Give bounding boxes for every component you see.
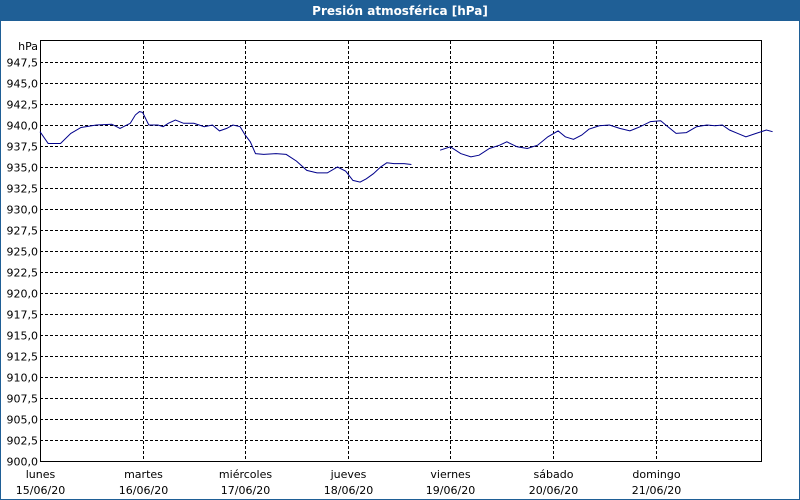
y-tick-label: 922,5: [7, 267, 39, 280]
y-tick-label: 932,5: [7, 183, 39, 196]
x-tick-date: 19/06/20: [426, 484, 475, 497]
x-tick-date: 15/06/20: [16, 484, 65, 497]
x-tick-date: 20/06/20: [529, 484, 578, 497]
pressure-series-line: [439, 120, 773, 158]
y-tick-label: 935,0: [7, 162, 39, 175]
y-tick-label: 930,0: [7, 204, 39, 217]
pressure-series-line: [39, 111, 412, 183]
y-axis-unit-label: hPa: [18, 40, 38, 53]
x-tick-day: sábado: [534, 468, 574, 481]
x-tick-day: domingo: [632, 468, 680, 481]
x-tick-date: 21/06/20: [632, 484, 681, 497]
y-tick-label: 925,0: [7, 246, 39, 259]
plot-border: [40, 40, 762, 462]
grid-lines: [40, 41, 762, 461]
y-tick-label: 912,5: [7, 351, 39, 364]
y-tick-label: 927,5: [7, 225, 39, 238]
y-tick-label: 945,0: [7, 78, 39, 91]
x-tick-day: viernes: [430, 468, 470, 481]
x-tick-date: 16/06/20: [119, 484, 168, 497]
x-tick-day: martes: [124, 468, 163, 481]
x-tick-date: 18/06/20: [324, 484, 373, 497]
y-tick-label: 940,0: [7, 120, 39, 133]
x-tick-date: 17/06/20: [221, 484, 270, 497]
x-axis-ticks: lunes 15/06/20 martes 16/06/20 miércoles 17/0…: [16, 468, 681, 497]
y-tick-label: 900,0: [7, 456, 39, 469]
y-tick-label: 920,0: [7, 288, 39, 301]
series-lines: [39, 111, 773, 183]
y-tick-label: 910,0: [7, 372, 39, 385]
y-tick-label: 942,5: [7, 99, 39, 112]
chart-title: Presión atmosférica [hPa]: [1, 1, 799, 21]
y-tick-label: 917,5: [7, 309, 39, 322]
y-tick-label: 915,0: [7, 330, 39, 343]
y-tick-label: 907,5: [7, 393, 39, 406]
y-tick-label: 902,5: [7, 435, 39, 448]
y-tick-label: 937,5: [7, 141, 39, 154]
y-tick-label: 905,0: [7, 414, 39, 427]
x-tick-day: jueves: [330, 468, 367, 481]
x-tick-day: miércoles: [219, 468, 272, 481]
y-tick-label: 947,5: [7, 57, 39, 70]
y-axis-ticks: 900,0 902,5 905,0 907,5 910,0 912,5 915,0 917,5…: [7, 57, 39, 469]
x-tick-day: lunes: [26, 468, 56, 481]
